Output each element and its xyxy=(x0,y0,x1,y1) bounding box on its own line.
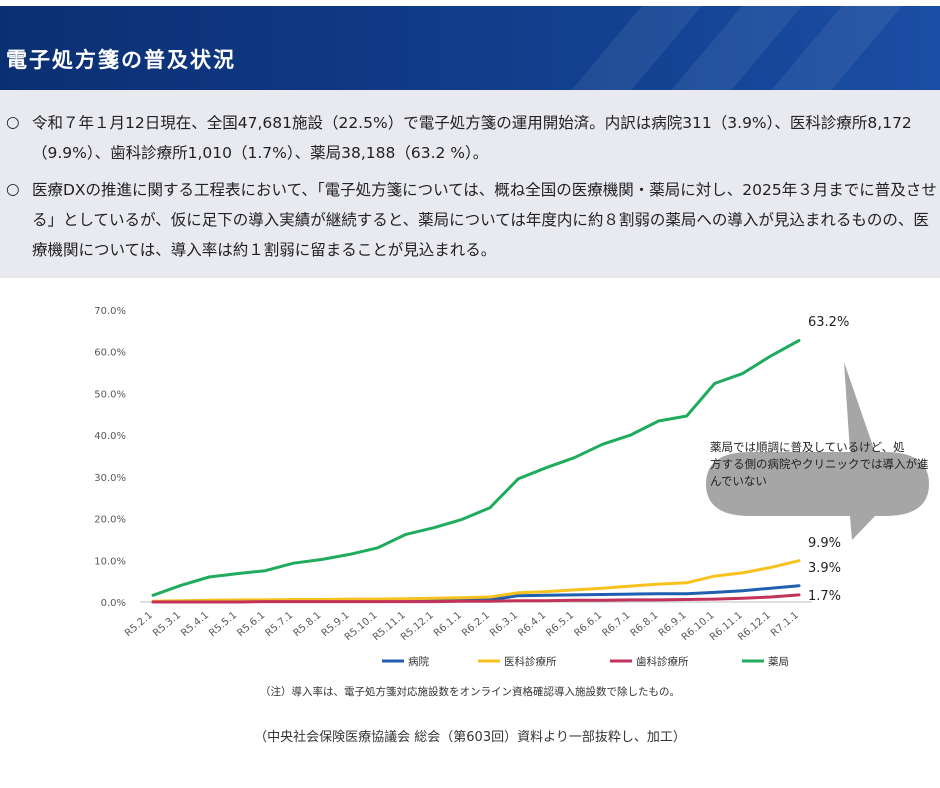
legend-label: 薬局 xyxy=(768,656,789,668)
end-value-label: 63.2% xyxy=(808,315,849,330)
y-tick-label: 10.0% xyxy=(94,556,126,567)
bullet-symbol: ○ xyxy=(6,180,20,198)
legend-label: 病院 xyxy=(408,655,429,668)
footnote: （注）導入率は、電子処方箋対応施設数をオンライン資格確認導入施設数で除したもの。 xyxy=(260,686,680,698)
line-chart: 0.0% 10.0% 20.0% 30.0% 40.0% 50.0% 60.0% 70.0% R… xyxy=(94,306,929,668)
x-tick-label: R6.4.1 xyxy=(516,610,548,639)
y-tick-label: 20.0% xyxy=(94,515,126,526)
x-tick-label: R5.2.1 xyxy=(123,610,155,639)
callout-text: んでいない xyxy=(710,474,767,488)
x-tick-label: R5.5.1 xyxy=(207,610,239,639)
series-line-薬局 xyxy=(151,339,801,597)
x-tick-label: R6.5.1 xyxy=(544,610,576,639)
y-tick-label: 0.0% xyxy=(101,598,126,609)
end-value-label: 3.9% xyxy=(808,561,841,576)
x-tick-label: R5.7.1 xyxy=(263,610,295,639)
x-tick-label: R5.8.1 xyxy=(292,610,324,639)
bullet-symbol: ○ xyxy=(6,113,20,131)
y-tick-label: 30.0% xyxy=(94,473,126,484)
source-citation: （中央社会保険医療協議会 総会（第603回）資料より一部抜粋し、加工） xyxy=(254,730,686,745)
x-tick-label: R7.1.1 xyxy=(769,610,801,639)
legend-label: 歯科診療所 xyxy=(636,655,689,668)
x-tick-label: R6.6.1 xyxy=(572,610,604,639)
x-tick-label: R5.6.1 xyxy=(235,610,267,639)
summary-point-2: 医療DXの推進に関する工程表において、「電子処方箋については、概ね全国の医療機関… xyxy=(32,181,937,259)
x-tick-label: R6.3.1 xyxy=(488,610,520,639)
x-tick-label: R5.3.1 xyxy=(151,610,183,639)
end-value-label: 1.7% xyxy=(808,589,841,604)
chart-container: 0.0% 10.0% 20.0% 30.0% 40.0% 50.0% 60.0% 70.0% R… xyxy=(0,290,940,710)
series-line-歯科診療所 xyxy=(151,593,801,604)
callout-text: 方する側の病院やクリニックでは導入が進 xyxy=(710,457,929,471)
header-banner: 電子処方箋の普及状況 xyxy=(0,6,940,90)
summary-box xyxy=(0,90,940,278)
y-tick-label: 60.0% xyxy=(94,348,126,359)
x-tick-label: R6.2.1 xyxy=(460,610,492,639)
y-tick-label: 50.0% xyxy=(94,389,126,400)
legend-label: 医科診療所 xyxy=(504,655,557,668)
page-title: 電子処方箋の普及状況 xyxy=(6,48,236,72)
callout-bubble xyxy=(706,362,929,540)
y-tick-label: 70.0% xyxy=(94,306,126,317)
x-tick-label: R6.7.1 xyxy=(601,610,633,639)
summary-point-1: 令和７年１月12日現在、全国47,681施設（22.5%）で電子処方箋の運用開始… xyxy=(32,114,912,162)
y-tick-label: 40.0% xyxy=(94,431,126,442)
x-tick-label: R5.4.1 xyxy=(179,610,211,639)
x-tick-label: R6.8.1 xyxy=(629,610,661,639)
x-tick-label: R6.1.1 xyxy=(432,610,464,639)
series-line-医科診療所 xyxy=(151,559,801,603)
callout-text: 薬局では順調に普及しているけど、処 xyxy=(710,440,905,454)
end-value-label: 9.9% xyxy=(808,536,841,551)
